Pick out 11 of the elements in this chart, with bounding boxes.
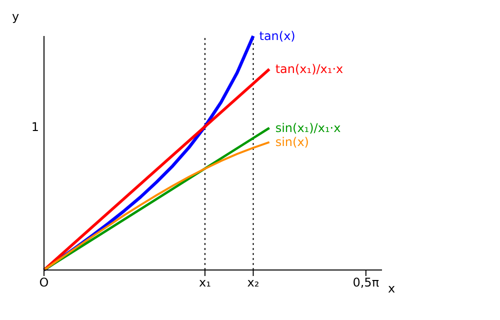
x-tick-label: O (39, 276, 49, 290)
y-axis-title: y (12, 10, 20, 24)
series-label: sin(x₁)/x₁·x (275, 120, 341, 135)
series-label: tan(x₁)/x₁·x (275, 62, 344, 76)
x-axis-title: x (388, 281, 396, 296)
x-tick-label: x₂ (247, 276, 260, 290)
series-label: sin(x) (275, 135, 309, 150)
x-tick-label: x₁ (198, 276, 212, 290)
series-label: tan(x) (259, 29, 296, 43)
text: 1 (31, 120, 39, 134)
x-tick-label: 0,5π (352, 276, 380, 290)
